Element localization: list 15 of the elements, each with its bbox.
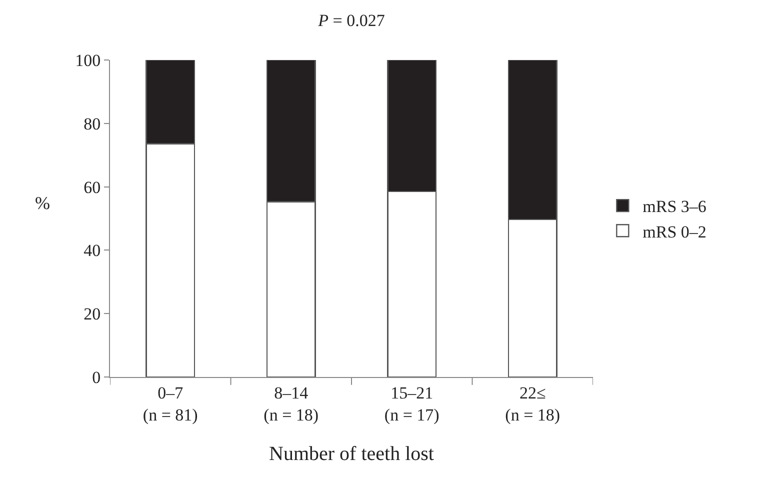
- y-tick-label: 20: [84, 304, 101, 324]
- legend-label: mRS 0–2: [642, 222, 706, 242]
- y-axis-title: %: [35, 193, 50, 213]
- y-tick-label: 80: [84, 114, 101, 134]
- x-tick-label: 15–21 (n = 17): [384, 383, 440, 424]
- x-tick-label: 22≤ (n = 18): [505, 383, 560, 424]
- y-tick-label: 60: [84, 178, 101, 197]
- y-tick-label: 0: [92, 368, 101, 387]
- chart-title: P = 0.027: [317, 11, 386, 30]
- y-tick-label: 40: [84, 241, 101, 260]
- x-tick-label: 0–7 (n = 81): [142, 383, 198, 424]
- x-axis-title: Number of teeth lost: [269, 443, 434, 465]
- x-tick-label: 8–14 (n = 18): [264, 383, 319, 424]
- y-tick-label: 100: [75, 50, 101, 70]
- legend-label: mRS 3–6: [642, 197, 706, 216]
